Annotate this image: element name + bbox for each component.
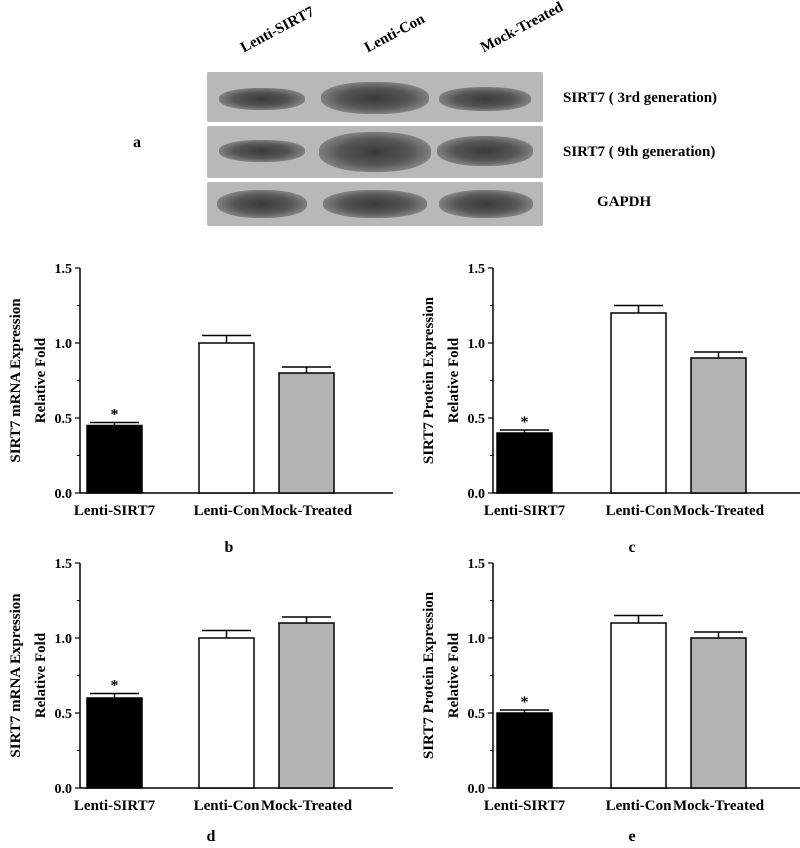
x-category-label: Lenti-SIRT7 bbox=[74, 798, 156, 814]
x-category-label: Mock-Treated bbox=[261, 798, 353, 814]
y-axis-label: SIRT7 Protein Expression bbox=[421, 296, 437, 464]
bar-lenti-con bbox=[610, 622, 667, 789]
x-category-label: Lenti-Con bbox=[606, 503, 672, 519]
bar-mock-treated bbox=[690, 357, 747, 494]
panel-letter-d: d bbox=[207, 828, 216, 845]
band bbox=[439, 190, 533, 218]
bar-lenti-sirt7 bbox=[496, 712, 553, 789]
significance-marker: * bbox=[521, 694, 529, 711]
bar-lenti-con bbox=[610, 312, 667, 494]
band bbox=[219, 88, 305, 110]
bar-mock-treated bbox=[278, 372, 335, 494]
panel-letter-a: a bbox=[133, 134, 141, 151]
bar-mock-treated bbox=[690, 637, 747, 789]
x-category-label: Mock-Treated bbox=[673, 798, 765, 814]
bar-lenti-con bbox=[198, 637, 255, 789]
panel-letter-b: b bbox=[225, 539, 234, 556]
y-tick-label: 1.0 bbox=[55, 632, 73, 647]
panel-letter-c: c bbox=[628, 539, 635, 556]
x-category-label: Mock-Treated bbox=[261, 503, 353, 519]
x-category-label: Mock-Treated bbox=[673, 503, 765, 519]
y-tick-label: 1.5 bbox=[468, 262, 486, 277]
band bbox=[219, 140, 305, 162]
y-tick-label: 0.5 bbox=[468, 707, 486, 722]
y-axis-label: Relative Fold bbox=[33, 337, 49, 423]
panel-letter-e: e bbox=[628, 828, 635, 845]
x-category-label: Lenti-SIRT7 bbox=[74, 503, 156, 519]
y-tick-label: 1.5 bbox=[55, 262, 73, 277]
blot-strip-9th-generation bbox=[207, 126, 543, 178]
chart-panel-e: 0.0 0.5 1.0 1.5 * Lenti-SIRT7 Lenti-Con Mock-Tr… bbox=[421, 557, 800, 845]
y-tick-label: 1.5 bbox=[468, 557, 486, 572]
band bbox=[437, 136, 533, 166]
chart-panel-c: 0.0 0.5 1.0 1.5 * Lenti-SIRT7 Lenti-Con Mock-Tr… bbox=[421, 262, 800, 556]
y-axis-label: Relative Fold bbox=[446, 337, 462, 423]
blot-row-label-9th-generation: SIRT7 ( 9th generation) bbox=[563, 144, 716, 160]
y-tick-label: 0.0 bbox=[468, 782, 486, 797]
significance-marker: * bbox=[521, 414, 529, 431]
y-tick-label: 0.0 bbox=[55, 782, 73, 797]
y-tick-label: 1.0 bbox=[468, 337, 486, 352]
blot-strip-3rd-generation bbox=[207, 72, 543, 122]
y-tick-label: 1.5 bbox=[55, 557, 73, 572]
blot-row-label-3rd-generation: SIRT7 ( 3rd generation) bbox=[563, 90, 718, 106]
y-axis-label: Relative Fold bbox=[33, 632, 49, 718]
significance-marker: * bbox=[111, 407, 119, 424]
y-tick-label: 0.5 bbox=[55, 707, 73, 722]
y-axis-label: Relative Fold bbox=[446, 632, 462, 718]
chart-panel-d: 0.0 0.5 1.0 1.5 * Lenti-SIRT7 Lenti-Con Mock-Tr… bbox=[8, 557, 393, 845]
band bbox=[319, 132, 431, 172]
y-tick-label: 0.5 bbox=[55, 412, 73, 427]
band bbox=[217, 190, 307, 218]
chart-panel-b: 0.0 0.5 1.0 1.5 * Lenti-SIRT7 Lenti-Con Mock-Tr… bbox=[8, 262, 393, 556]
x-category-label: Lenti-SIRT7 bbox=[484, 503, 566, 519]
x-category-label: Lenti-Con bbox=[606, 798, 672, 814]
x-category-label: Lenti-Con bbox=[194, 503, 260, 519]
band bbox=[321, 82, 429, 114]
y-tick-label: 1.0 bbox=[468, 632, 486, 647]
significance-marker: * bbox=[111, 678, 119, 695]
y-tick-label: 0.5 bbox=[468, 412, 486, 427]
band bbox=[323, 190, 427, 218]
bar-lenti-sirt7 bbox=[86, 697, 143, 789]
y-axis-label: SIRT7 mRNA Expression bbox=[8, 593, 24, 758]
bar-mock-treated bbox=[278, 622, 335, 789]
bar-lenti-con bbox=[198, 342, 255, 494]
y-axis-label: SIRT7 Protein Expression bbox=[421, 591, 437, 759]
x-category-label: Lenti-SIRT7 bbox=[484, 798, 566, 814]
blot-strip-gapdh bbox=[207, 182, 543, 226]
x-category-label: Lenti-Con bbox=[194, 798, 260, 814]
band bbox=[439, 87, 531, 111]
y-tick-label: 0.0 bbox=[468, 487, 486, 502]
y-tick-label: 1.0 bbox=[55, 337, 73, 352]
bar-lenti-sirt7 bbox=[86, 424, 143, 494]
bar-lenti-sirt7 bbox=[496, 432, 553, 494]
y-tick-label: 0.0 bbox=[55, 487, 73, 502]
blot-row-label-gapdh: GAPDH bbox=[597, 194, 652, 210]
y-axis-label: SIRT7 mRNA Expression bbox=[8, 298, 24, 463]
